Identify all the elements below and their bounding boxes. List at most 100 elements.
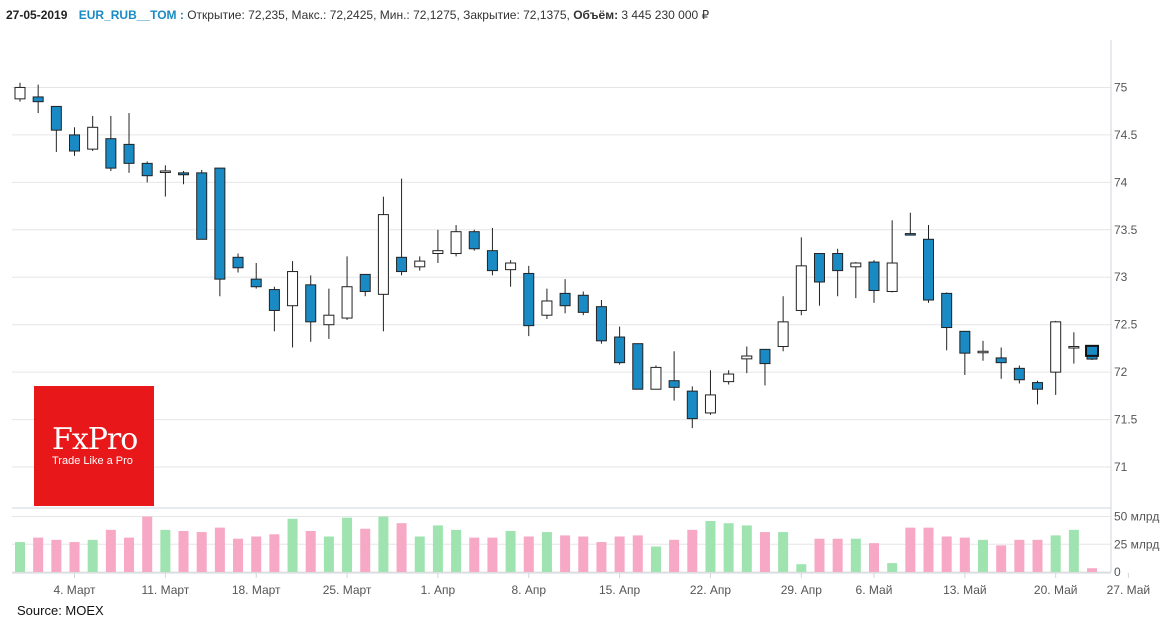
candle-body [595,306,607,342]
candle-body [468,231,480,250]
candle-body [305,284,317,323]
candlestick-chart[interactable]: 75 74.5 74 73.5 73 72.5 72 71.5 71 50 млрд 25 млр… [0,0,1162,600]
header-date: 27-05-2019 [6,8,68,22]
chart-header: 27-05-2019 EUR_RUB__TOM : Открытие: 72,2… [6,8,709,22]
candle-body [904,233,916,236]
volume-bar [923,527,934,572]
candle-body [813,253,825,283]
candle-body [250,278,262,288]
candle-body [686,390,698,420]
volume-bar [978,539,989,572]
volume-bar [142,516,153,572]
candle-body [1013,367,1025,381]
volume-bar [233,538,244,572]
candle-body [777,321,789,348]
axes [12,40,1112,574]
candle-body [1068,346,1080,349]
volume-tick-label: 50 млрд [1114,510,1159,524]
volume-bar [887,563,898,572]
candle-body [432,250,444,255]
volume-bar [705,520,716,572]
fxpro-logo: FxPro Trade Like a Pro [34,386,154,506]
volume-bar [959,537,970,572]
volume-bar [560,535,571,572]
source-note: Source: MOEX [17,603,104,618]
candle-body [759,348,771,365]
volume-bar [87,539,98,572]
volume-bar [505,530,516,572]
volume-bar [687,529,698,572]
volume-bar [1050,535,1061,572]
price-tick-label: 74.5 [1114,128,1138,142]
candle-body [486,250,498,272]
volume-bar [778,532,789,572]
x-tick-label: 20. Май [1034,583,1078,597]
volume-bar [741,525,752,572]
volume-bar [196,532,207,572]
x-tick-label: 11. Март [141,583,189,597]
candle-body [941,292,953,329]
candle-body [105,138,117,169]
candle-body [923,238,934,301]
price-tick-label: 71.5 [1114,413,1138,427]
volume-bar [832,538,843,572]
header-ohlc: Открытие: 72,235, Макс.: 72,2425, Мин.: … [187,8,570,22]
volume-bar [905,527,916,572]
volume-bar [469,537,480,572]
volume-bar [360,528,371,572]
candle-body [414,260,426,268]
candle-body [1050,321,1062,373]
x-tick-label: 13. Май [943,583,987,597]
candle-body [141,162,153,177]
price-tick-label: 72 [1114,365,1128,379]
price-candles [14,82,1100,429]
candle-body [959,330,971,354]
candle-body [668,380,680,388]
volume-bar [342,517,353,572]
candle-body [704,394,716,414]
candle-body [268,289,280,311]
volume-bar [868,543,879,572]
volume-bar [850,538,861,572]
last-candle-marker [1085,344,1100,357]
candle-body [995,357,1007,364]
logo-tagline: Trade Like a Pro [52,455,133,467]
volume-bar [669,539,680,572]
x-tick-label: 25. Март [323,583,372,597]
candle-body [886,262,898,292]
x-tick-label: 6. Май [856,583,893,597]
x-tick-label: 1. Апр [421,583,456,597]
candle-body [14,86,26,100]
volume-bar [650,546,661,572]
candle-body [196,172,208,240]
volume-bars [15,516,1098,572]
candle-body [868,261,880,292]
candle-body [396,256,408,273]
header-symbol[interactable]: EUR_RUB__TOM : [78,8,184,22]
volume-bar [1032,539,1043,572]
x-tick-label: 22. Апр [690,583,732,597]
candle-body [832,253,844,272]
volume-bar [323,536,334,572]
volume-bar [487,537,498,572]
candle-body [741,355,753,360]
volume-bar [796,564,807,572]
volume-bar [632,535,643,572]
logo-brand: FxPro [52,422,138,457]
candle-body [577,294,589,313]
volume-bar [541,532,552,572]
volume-bar [1014,539,1025,572]
volume-bar [305,530,316,572]
candle-body [505,262,517,271]
volume-bar [69,542,80,572]
volume-bar [723,523,734,572]
volume-bar [51,539,62,572]
candle-body [559,292,571,307]
candle-body [232,256,244,269]
volume-tick-label: 0 [1114,565,1121,579]
price-tick-label: 73 [1114,270,1128,284]
volume-bar [432,525,443,572]
candle-body [541,300,553,316]
candle-body [977,350,989,354]
volume-bar [759,532,770,572]
